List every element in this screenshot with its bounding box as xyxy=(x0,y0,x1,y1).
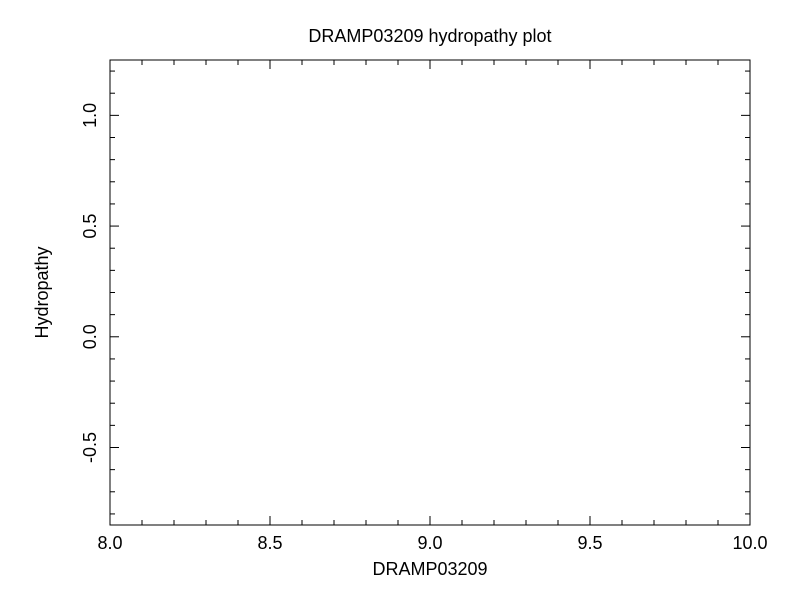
x-tick-label: 10.0 xyxy=(732,533,767,553)
y-tick-label: 0.5 xyxy=(80,214,100,239)
y-tick-label: 0.0 xyxy=(80,324,100,349)
plot-box xyxy=(110,60,750,525)
y-axis-label: Hydropathy xyxy=(32,246,52,338)
y-tick-label: 1.0 xyxy=(80,103,100,128)
x-tick-label: 8.5 xyxy=(257,533,282,553)
x-tick-label: 8.0 xyxy=(97,533,122,553)
chart-svg: 8.0 8.5 9.0 9.5 10.0 -0.5 0.0 0.5 1.0 DRAMP03209 … xyxy=(0,0,800,600)
y-tick-label: -0.5 xyxy=(80,432,100,463)
x-axis-label: DRAMP03209 xyxy=(372,559,487,579)
x-tick-label: 9.0 xyxy=(417,533,442,553)
x-tick-label: 9.5 xyxy=(577,533,602,553)
hydropathy-plot: 8.0 8.5 9.0 9.5 10.0 -0.5 0.0 0.5 1.0 DRAMP03209 … xyxy=(0,0,800,600)
chart-title: DRAMP03209 hydropathy plot xyxy=(308,26,551,46)
